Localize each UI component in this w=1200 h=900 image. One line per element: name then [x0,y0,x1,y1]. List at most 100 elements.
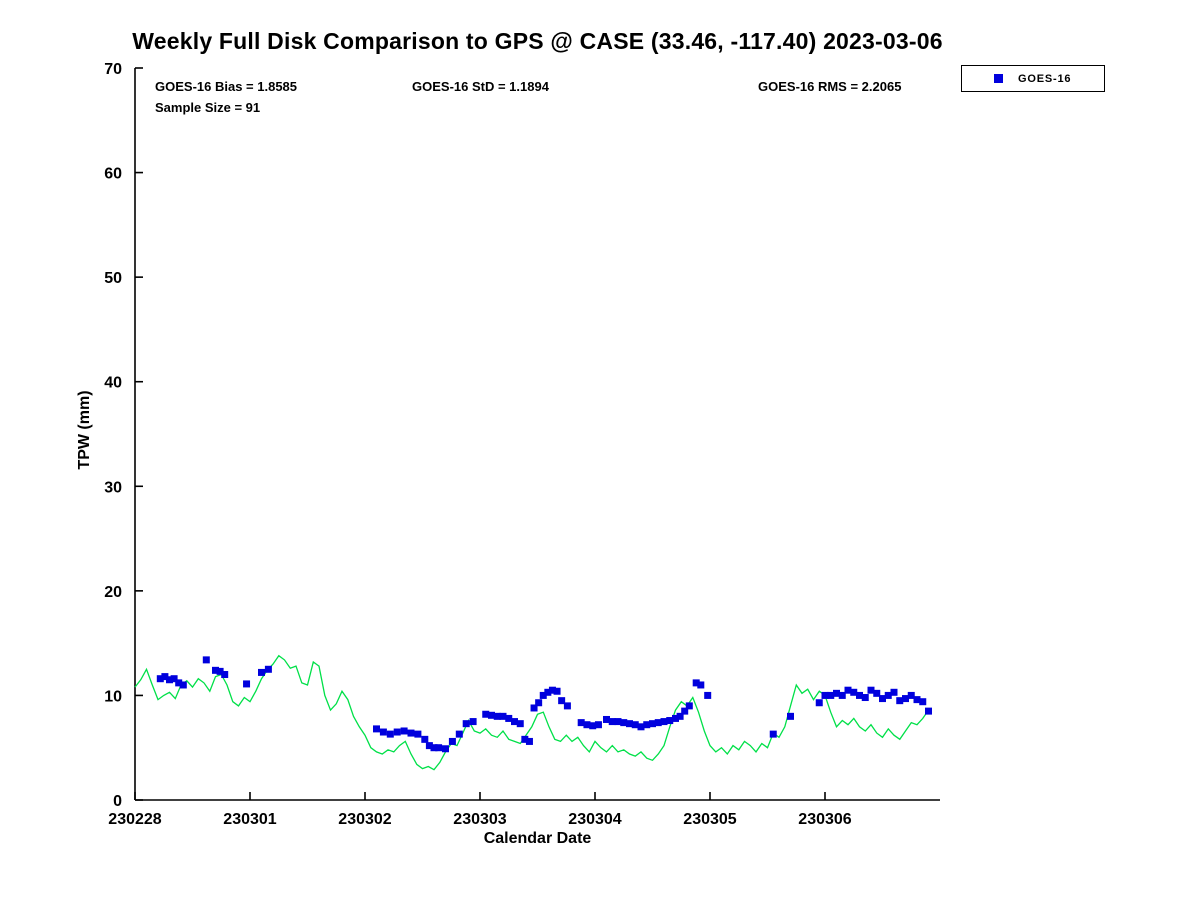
goes16-data-point [525,737,533,745]
stat-sample-size: Sample Size = 91 [155,100,261,115]
chart-title: Weekly Full Disk Comparison to GPS @ CAS… [132,28,943,54]
goes16-data-point [815,699,823,707]
goes16-data-point [442,745,449,753]
goes16-data-point [913,696,921,704]
goes16-data-point [902,695,909,703]
legend-label-goes16: GOES-16 [1018,72,1072,85]
goes16-data-point [539,691,547,699]
goes16-data-point [202,656,210,664]
goes16-data-point [455,730,463,738]
goes16-data-point [620,719,628,727]
goes16-data-point [407,729,415,737]
goes16-data-point [879,695,886,703]
goes16-data-point [421,735,429,743]
goes16-data-point [511,718,518,726]
y-tick-label: 70 [104,61,122,78]
goes16-data-point [243,680,251,688]
goes16-data-point [676,712,684,720]
goes16-data-point [614,718,622,726]
y-axis-label: TPW (mm) [76,390,93,470]
goes16-data-point [521,735,529,743]
goes16-data-point [488,711,495,719]
goes16-data-point [161,673,169,681]
y-tick-label: 0 [113,793,122,810]
goes16-data-point [685,702,693,710]
y-tick-label: 60 [104,166,122,183]
goes16-data-point [787,712,794,720]
goes16-data-point [850,688,858,696]
goes16-data-point [637,723,645,731]
x-tick-label: 230305 [683,811,736,828]
goes16-data-point [264,665,272,673]
goes16-data-point [553,687,561,695]
goes16-data-point [258,668,265,676]
goes16-data-point [626,720,633,728]
goes16-data-point [548,686,556,694]
goes16-data-point [577,719,585,727]
goes16-data-point [654,719,662,727]
goes16-data-point [558,697,566,705]
goes16-data-point [692,679,700,687]
y-tick-label: 50 [104,270,122,287]
goes16-data-point [544,688,552,696]
goes16-data-point [414,730,422,738]
goes16-data-point [608,718,616,726]
goes16-data-point [660,718,668,726]
x-tick-label: 230302 [338,811,391,828]
goes16-data-point [179,681,187,689]
goes16-data-point [856,691,863,699]
goes16-data-point [649,720,656,728]
goes16-data-point [681,707,689,715]
goes16-data-point [425,742,433,750]
goes16-data-point [884,691,892,699]
goes16-data-point [462,720,470,728]
goes16-data-point [435,744,443,752]
goes16-data-point [589,722,597,730]
goes16-data-point [861,694,869,702]
y-tick-label: 10 [104,688,122,705]
goes16-data-point [697,681,705,689]
goes16-data-point [896,697,904,705]
goes16-legend-marker-icon [994,74,1003,83]
gps-line-series [134,654,930,771]
goes16-data-point [666,717,674,725]
stat-rms: GOES-16 RMS = 2.2065 [758,79,902,94]
y-tick-label: 20 [104,584,122,601]
goes16-data-point [643,721,651,729]
goes16-data-point [175,679,183,687]
goes16-data-point [563,702,571,710]
goes16-data-point [821,691,829,699]
goes16-data-point [530,704,538,712]
goes16-data-point [221,671,229,679]
goes16-data-point [430,744,438,752]
x-tick-label: 230228 [108,811,161,828]
stat-bias: GOES-16 Bias = 1.8585 [155,79,298,94]
goes16-data-point [631,721,639,729]
goes16-data-point [583,721,591,729]
goes16-data-point [769,730,777,738]
goes16-data-point [505,714,513,722]
goes16-data-point [373,725,380,733]
x-axis-label: Calendar Date [483,830,592,847]
goes16-data-point [907,691,915,699]
goes16-data-point [827,691,835,699]
goes16-data-point [166,676,173,684]
goes16-data-point [156,675,164,683]
y-tick-label: 30 [104,479,122,496]
goes16-data-point [838,691,846,699]
goes16-data-point [867,686,875,694]
goes16-data-point [844,686,852,694]
goes16-data-point [873,689,881,697]
legend-box: GOES-16 [961,65,1105,92]
goes16-data-point [482,710,490,718]
goes16-data-point [890,688,898,696]
goes16-data-point [400,727,408,735]
stat-std: GOES-16 StD = 1.1894 [412,79,549,94]
goes16-data-point [386,730,394,738]
goes16-data-point [493,712,501,720]
x-tick-label: 230301 [223,811,276,828]
goes16-data-point [469,718,477,726]
goes16-data-point [379,728,387,736]
